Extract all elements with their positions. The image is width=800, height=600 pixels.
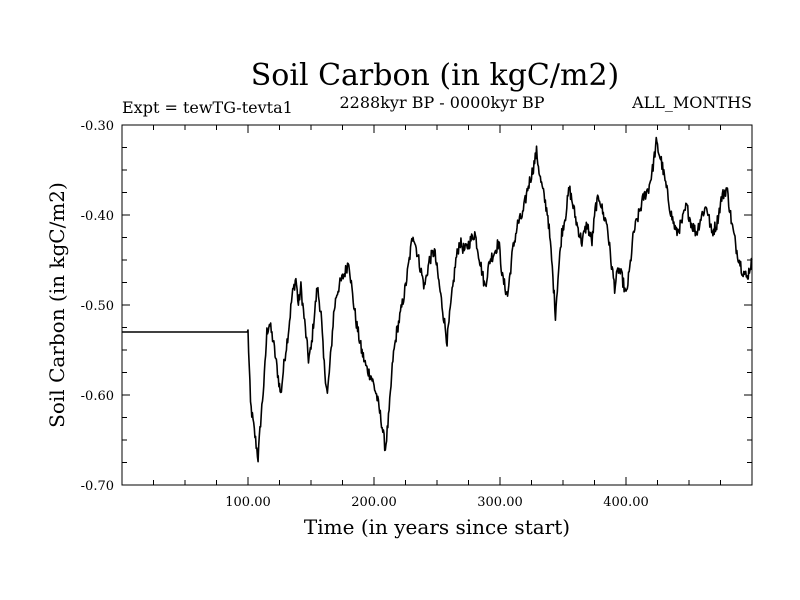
x-tick-label: 200.00 [351,495,397,510]
x-tick-label: 100.00 [225,495,271,510]
chart-title: Soil Carbon (in kgC/m2) [251,58,619,93]
x-tick-label: 300.00 [477,495,523,510]
experiment-label: Expt = tewTG-tevta1 [122,98,293,117]
series-layer [121,136,753,463]
y-tick-label: -0.70 [81,479,114,494]
y-tick-label: -0.40 [81,209,114,224]
chart-subtitle: 2288kyr BP - 0000kyr BP [340,93,545,112]
series-line [121,136,753,463]
x-tick-label: 400.00 [603,495,649,510]
ticks-layer: 100.00 200.00 300.00 400.00 -0.70 -0.60 -0.50 -… [81,119,752,510]
months-label: ALL_MONTHS [631,93,752,112]
y-tick-label: -0.30 [81,119,114,134]
y-axis-label: Soil Carbon (in kgC/m2) [45,182,69,428]
y-tick-label: -0.50 [81,299,114,314]
x-axis-label: Time (in years since start) [304,515,570,539]
y-tick-label: -0.60 [81,389,114,404]
plot-frame [121,124,753,486]
